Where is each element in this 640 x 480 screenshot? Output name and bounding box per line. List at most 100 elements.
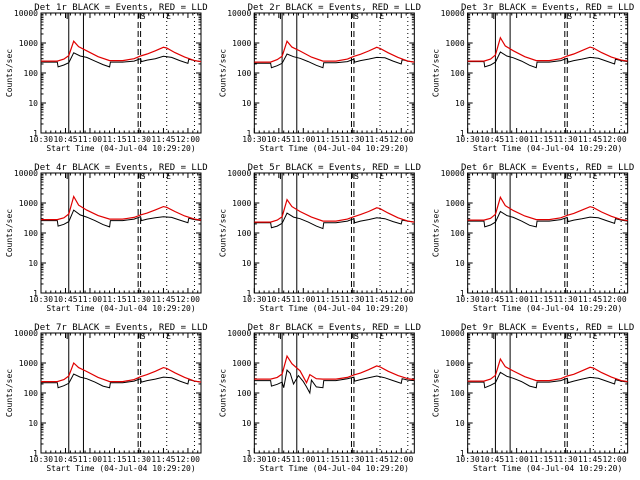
y-tick-label: 1000 (445, 39, 464, 48)
x-axis-label: Start Time (04-Jul-04 10:29:20) (260, 304, 409, 313)
x-tick-label: 11:15 (529, 295, 553, 304)
y-axis-label: Counts/sec (432, 209, 441, 257)
x-tick-label: 11:45 (365, 135, 389, 144)
interval-marker-s: S (141, 332, 146, 341)
x-tick-label: 11:45 (365, 295, 389, 304)
y-tick-label: 10000 (227, 9, 251, 18)
y-tick-label: 1000 (445, 359, 464, 368)
interval-marker-e: E (593, 332, 598, 341)
x-tick-label: 10:45 (53, 135, 77, 144)
x-tick-label: 10:45 (267, 455, 291, 464)
x-axis-label: Start Time (04-Jul-04 10:29:20) (473, 144, 622, 153)
x-axis-label: Start Time (04-Jul-04 10:29:20) (260, 464, 409, 473)
series-events-line (254, 212, 415, 230)
x-tick-label: 12:00 (603, 135, 627, 144)
x-tick-label: 10:45 (53, 295, 77, 304)
series-events-line (41, 209, 202, 228)
interval-marker-s: S (354, 172, 359, 181)
interval-start-marker (279, 332, 286, 339)
x-tick-label: 12:00 (176, 455, 200, 464)
series-lld-line (254, 198, 415, 223)
interval-start-marker (40, 332, 46, 339)
y-tick-label: 10 (28, 99, 38, 108)
x-tick-label: 10:30 (29, 295, 53, 304)
x-tick-label: 11:15 (102, 295, 126, 304)
plot-frame (253, 12, 415, 134)
x-tick-label: 11:00 (291, 295, 315, 304)
y-axis-label: Counts/sec (5, 369, 14, 417)
x-tick-label: 10:45 (480, 295, 504, 304)
y-tick-label: 1 (247, 289, 252, 298)
series-lld-line (254, 39, 415, 63)
interval-marker-e: E (379, 332, 384, 341)
interval-marker-e: E (379, 172, 384, 181)
x-tick-label: 11:45 (151, 455, 175, 464)
panel-det-2: Det 2r BLACK = Events, RED = LLD 1 10 100 10… (218, 3, 421, 153)
interval-start-marker (493, 332, 499, 339)
y-tick-label: 10 (455, 99, 465, 108)
interval-marker-s: S (567, 332, 572, 341)
interval-marker-e: E (593, 172, 598, 181)
series-events-line (467, 210, 628, 228)
panel-title: Det 4r BLACK = Events, RED = LLD (34, 163, 207, 173)
panel-det-1: Det 1r BLACK = Events, RED = LLD 1 10 100 10… (5, 3, 208, 153)
x-tick-label: 12:00 (389, 135, 413, 144)
y-axis-label: Counts/sec (432, 49, 441, 97)
plot-frame (40, 172, 202, 294)
y-tick-label: 100 (450, 229, 465, 238)
interval-start-marker (467, 172, 473, 179)
y-tick-label: 10000 (227, 169, 251, 178)
x-tick-label: 11:45 (578, 135, 602, 144)
plot-frame (40, 332, 202, 454)
interval-start-marker (467, 332, 473, 339)
x-tick-label: 11:15 (316, 455, 340, 464)
y-tick-label: 100 (237, 229, 252, 238)
x-tick-label: 10:45 (480, 455, 504, 464)
series-lld-line (41, 361, 202, 383)
x-tick-label: 11:15 (529, 455, 553, 464)
plot-frame (253, 172, 415, 294)
y-tick-label: 1 (247, 449, 252, 458)
panel-title: Det 6r BLACK = Events, RED = LLD (461, 163, 634, 173)
panel-title: Det 8r BLACK = Events, RED = LLD (248, 323, 421, 333)
y-tick-label: 1 (247, 129, 252, 138)
y-tick-label: 1000 (232, 199, 251, 208)
x-axis-label: Start Time (04-Jul-04 10:29:20) (46, 304, 195, 313)
panel-title: Det 2r BLACK = Events, RED = LLD (248, 3, 421, 13)
x-tick-label: 10:30 (29, 135, 53, 144)
x-tick-label: 10:30 (242, 295, 266, 304)
x-tick-label: 11:00 (505, 295, 529, 304)
y-tick-label: 1 (33, 449, 38, 458)
plot-frame (40, 12, 202, 134)
x-tick-label: 12:00 (389, 295, 413, 304)
y-tick-label: 100 (24, 69, 39, 78)
x-tick-label: 10:45 (267, 135, 291, 144)
panel-title: Det 1r BLACK = Events, RED = LLD (34, 3, 207, 13)
x-tick-label: 11:30 (340, 455, 364, 464)
x-axis-label: Start Time (04-Jul-04 10:29:20) (260, 144, 409, 153)
panel-title: Det 7r BLACK = Events, RED = LLD (34, 323, 207, 333)
interval-start-marker (40, 172, 46, 179)
x-tick-label: 11:00 (505, 135, 529, 144)
y-axis-label: Counts/sec (5, 209, 14, 257)
y-tick-label: 1 (460, 289, 465, 298)
y-tick-label: 10000 (14, 169, 38, 178)
panel-det-9: Det 9r BLACK = Events, RED = LLD 1 10 100 10… (432, 323, 635, 473)
series-lld-line (254, 354, 415, 385)
interval-marker-s: S (141, 12, 146, 21)
x-tick-label: 11:15 (529, 135, 553, 144)
y-axis-label: Counts/sec (218, 369, 227, 417)
y-axis-label: Counts/sec (218, 49, 227, 97)
x-tick-label: 12:00 (389, 455, 413, 464)
interval-start-marker (467, 12, 473, 19)
y-tick-label: 10000 (14, 329, 38, 338)
y-axis-label: Counts/sec (5, 49, 14, 97)
series-lld-line (41, 40, 202, 63)
series-events-line (41, 52, 202, 68)
interval-marker-e: E (379, 12, 384, 21)
x-tick-label: 11:45 (578, 455, 602, 464)
x-axis-label: Start Time (04-Jul-04 10:29:20) (46, 144, 195, 153)
y-tick-label: 100 (237, 69, 252, 78)
x-axis-label: Start Time (04-Jul-04 10:29:20) (473, 304, 622, 313)
